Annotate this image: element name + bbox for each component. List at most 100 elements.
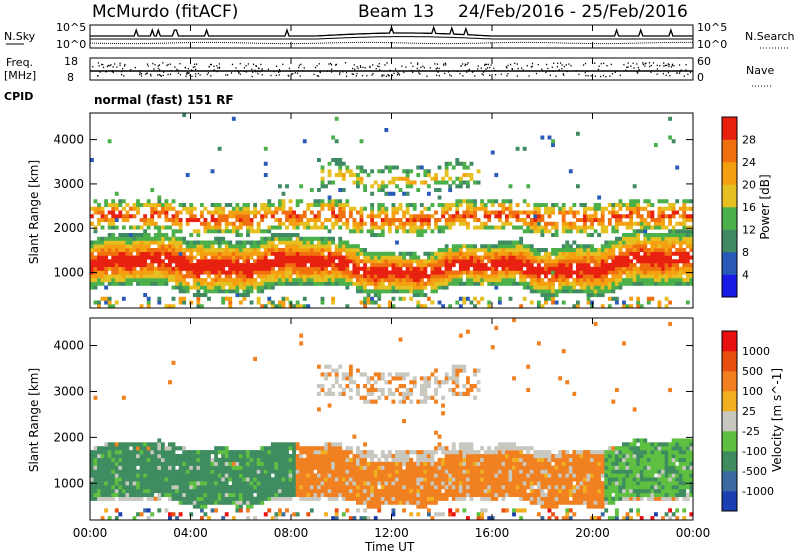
velocity-cell — [260, 465, 265, 470]
power-cell — [171, 236, 176, 241]
freq-mark — [185, 75, 187, 77]
power-cell — [480, 281, 485, 286]
power-cell — [671, 263, 676, 268]
power-cell — [235, 266, 240, 271]
power-cell — [533, 225, 538, 230]
power-cell — [334, 161, 339, 166]
power-cell — [664, 278, 669, 283]
power-cell — [345, 285, 350, 290]
power-cell — [444, 244, 449, 249]
velocity-cell — [97, 496, 101, 501]
power-cell — [664, 304, 669, 309]
velocity-cell — [100, 461, 105, 466]
power-cell — [114, 244, 119, 249]
power-cell — [600, 221, 605, 226]
power-cell — [274, 255, 279, 260]
freq-mark — [335, 64, 337, 66]
velocity-cell — [203, 492, 208, 497]
power-cell — [508, 296, 513, 301]
power-cell — [458, 266, 463, 271]
power-cell — [104, 278, 109, 283]
power-cell — [533, 285, 538, 290]
velocity-cell — [352, 469, 357, 474]
power-cell — [455, 248, 460, 253]
power-cell — [384, 210, 389, 215]
power-cell — [263, 263, 268, 268]
power-cell — [203, 225, 208, 230]
velocity-cell — [132, 446, 137, 451]
velocity-cell — [306, 473, 311, 478]
power-cell — [384, 274, 389, 279]
velocity-cell — [143, 469, 148, 474]
velocity-cell — [228, 492, 233, 497]
power-cell — [487, 210, 492, 215]
power-cell — [224, 296, 229, 301]
velocity-cell — [168, 446, 172, 451]
freq-mark — [673, 65, 675, 67]
velocity-cell — [313, 465, 318, 470]
power-cell — [622, 278, 626, 283]
power-cell — [434, 281, 438, 286]
power-cell — [671, 236, 676, 241]
power-cell — [231, 244, 236, 249]
power-cell — [380, 225, 385, 230]
power-cell — [465, 180, 470, 185]
power-cell — [426, 184, 431, 189]
power-cell — [118, 255, 123, 260]
power-cell — [317, 225, 321, 230]
power-cell — [565, 210, 570, 215]
power-cell — [419, 165, 424, 170]
power-cell — [238, 266, 243, 271]
velocity-cell — [246, 477, 250, 482]
power-cell — [331, 180, 336, 185]
velocity-cell — [121, 442, 126, 447]
power-cell — [657, 259, 662, 264]
power-cell — [590, 270, 594, 275]
power-cell — [121, 255, 126, 260]
power-cell — [572, 225, 577, 230]
power-cell — [324, 266, 328, 271]
power-cell — [661, 278, 665, 283]
power-cell — [607, 285, 612, 290]
power-cell — [487, 255, 492, 260]
velocity-cell — [196, 473, 201, 478]
power-cell — [419, 210, 424, 215]
power-cell — [277, 263, 282, 268]
power-cell — [90, 274, 94, 279]
power-cell — [114, 263, 119, 268]
power-cell — [646, 255, 651, 260]
power-cell — [416, 281, 421, 286]
velocity-cell — [253, 453, 258, 459]
power-cell — [143, 281, 148, 286]
freq-mark — [97, 62, 100, 64]
power-cell — [352, 263, 357, 268]
power-cell — [657, 248, 662, 253]
power-cell — [175, 255, 179, 260]
power-cell — [348, 274, 353, 279]
power-cell — [409, 270, 414, 275]
power-cell — [221, 240, 226, 245]
velocity-cell — [295, 469, 300, 474]
power-cell — [583, 255, 587, 260]
power-cell — [363, 221, 367, 226]
power-cell — [306, 218, 311, 223]
power-cell — [455, 161, 460, 166]
power-cell — [629, 259, 633, 264]
power-cell — [281, 191, 286, 196]
power-cell — [320, 240, 325, 245]
velocity-cell — [129, 488, 133, 494]
power-cell — [146, 233, 151, 238]
power-cell — [536, 270, 541, 275]
power-cell — [661, 251, 665, 256]
velocity-cell — [214, 469, 218, 474]
power-cell — [139, 236, 144, 241]
power-cell — [260, 259, 265, 264]
power-cell — [373, 251, 378, 256]
power-cell — [636, 300, 641, 305]
power-cell — [426, 263, 431, 268]
velocity-cell — [235, 500, 240, 505]
velocity-cell — [341, 492, 346, 497]
power-cell — [185, 285, 190, 290]
velocity-cell — [295, 465, 300, 470]
power-cell — [356, 251, 360, 256]
